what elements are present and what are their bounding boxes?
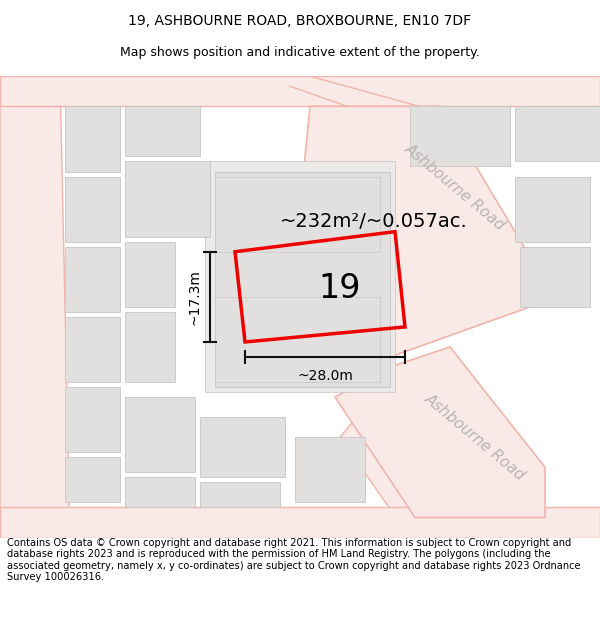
Polygon shape: [125, 242, 175, 307]
Text: ~17.3m: ~17.3m: [188, 269, 202, 325]
Polygon shape: [125, 397, 195, 472]
Polygon shape: [215, 176, 380, 252]
Polygon shape: [65, 387, 120, 452]
Polygon shape: [215, 171, 390, 387]
Polygon shape: [300, 106, 530, 357]
Polygon shape: [295, 438, 365, 503]
Polygon shape: [335, 347, 545, 518]
Text: 19, ASHBOURNE ROAD, BROXBOURNE, EN10 7DF: 19, ASHBOURNE ROAD, BROXBOURNE, EN10 7DF: [128, 14, 472, 28]
Polygon shape: [125, 161, 210, 237]
Polygon shape: [0, 508, 600, 538]
Polygon shape: [215, 297, 380, 382]
Polygon shape: [515, 106, 600, 161]
Text: ~28.0m: ~28.0m: [297, 369, 353, 383]
Text: Contains OS data © Crown copyright and database right 2021. This information is : Contains OS data © Crown copyright and d…: [7, 538, 581, 582]
Text: 19: 19: [319, 272, 361, 304]
Text: ~232m²/~0.057ac.: ~232m²/~0.057ac.: [280, 212, 468, 231]
Polygon shape: [65, 106, 120, 171]
Polygon shape: [65, 458, 120, 503]
Polygon shape: [200, 482, 280, 508]
Polygon shape: [125, 106, 200, 156]
Polygon shape: [205, 161, 395, 392]
Polygon shape: [340, 357, 540, 538]
Polygon shape: [65, 317, 120, 382]
Polygon shape: [515, 176, 590, 242]
Polygon shape: [290, 76, 510, 156]
Polygon shape: [65, 176, 120, 242]
Polygon shape: [0, 76, 70, 538]
Polygon shape: [410, 106, 510, 166]
Polygon shape: [200, 417, 285, 478]
Polygon shape: [0, 76, 600, 106]
Text: Ashbourne Road: Ashbourne Road: [402, 141, 508, 232]
Polygon shape: [125, 312, 175, 382]
Polygon shape: [520, 247, 590, 307]
Polygon shape: [125, 478, 195, 508]
Text: Ashbourne Road: Ashbourne Road: [422, 391, 528, 483]
Text: Map shows position and indicative extent of the property.: Map shows position and indicative extent…: [120, 46, 480, 59]
Polygon shape: [65, 247, 120, 312]
